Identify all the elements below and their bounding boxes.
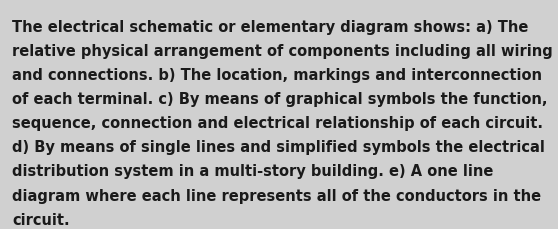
Text: and connections. b) The location, markings and interconnection: and connections. b) The location, markin…	[12, 68, 542, 82]
Text: relative physical arrangement of components including all wiring: relative physical arrangement of compone…	[12, 44, 553, 58]
Text: The electrical schematic or elementary diagram shows: a) The: The electrical schematic or elementary d…	[12, 19, 528, 34]
Text: diagram where each line represents all of the conductors in the: diagram where each line represents all o…	[12, 188, 541, 203]
Text: distribution system in a multi-story building. e) A one line: distribution system in a multi-story bui…	[12, 164, 494, 179]
Text: sequence, connection and electrical relationship of each circuit.: sequence, connection and electrical rela…	[12, 116, 543, 131]
Text: of each terminal. c) By means of graphical symbols the function,: of each terminal. c) By means of graphic…	[12, 92, 548, 106]
Text: circuit.: circuit.	[12, 212, 70, 227]
Text: d) By means of single lines and simplified symbols the electrical: d) By means of single lines and simplifi…	[12, 140, 545, 155]
